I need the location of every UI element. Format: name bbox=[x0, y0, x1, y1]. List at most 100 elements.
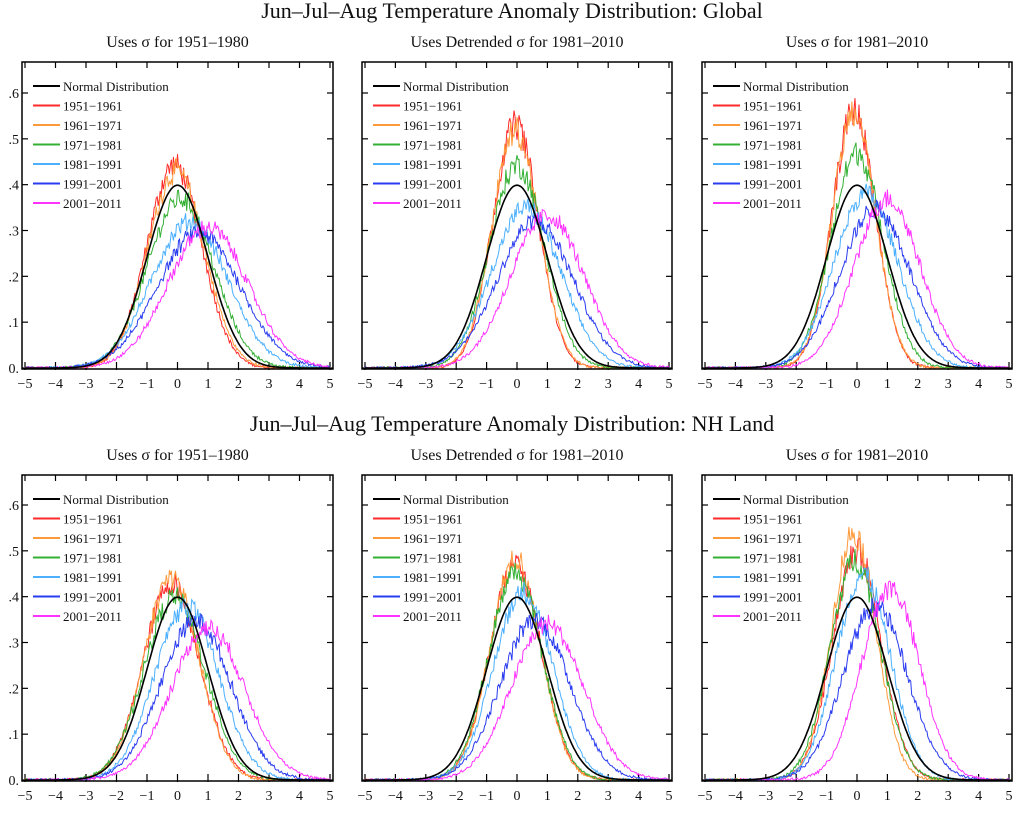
x-tick-label: 0 bbox=[174, 377, 181, 392]
series-line-2 bbox=[364, 550, 670, 781]
panel-subtitle: Uses Detrended σ for 1981–2010 bbox=[410, 34, 623, 51]
legend-label: 1971−1981 bbox=[63, 138, 122, 153]
x-tick-label: 1 bbox=[884, 789, 891, 804]
series-line-0 bbox=[705, 596, 1009, 781]
series-line-0 bbox=[25, 184, 330, 369]
panel-subtitle: Uses σ for 1981–2010 bbox=[786, 34, 928, 51]
series-line-3 bbox=[24, 189, 331, 370]
legend-label: Normal Distribution bbox=[743, 492, 849, 507]
x-tick-label: 0 bbox=[854, 789, 861, 804]
legend-label: 1951−1961 bbox=[403, 99, 462, 114]
x-tick-label: 5 bbox=[1006, 789, 1013, 804]
x-tick-label: −3 bbox=[758, 789, 773, 804]
legend-label: 1981−1991 bbox=[63, 157, 122, 172]
y-tick-label: .5 bbox=[9, 133, 20, 148]
x-tick-label: −5 bbox=[358, 377, 373, 392]
x-tick-label: −3 bbox=[79, 377, 94, 392]
legend-label: 2001−2011 bbox=[403, 196, 462, 211]
series-line-2 bbox=[364, 117, 669, 370]
legend-label: 1951−1961 bbox=[403, 512, 462, 527]
plot-frame bbox=[701, 61, 1013, 370]
x-tick-label: −1 bbox=[819, 789, 834, 804]
x-tick-label: −4 bbox=[48, 377, 63, 392]
legend-label: 1961−1971 bbox=[403, 118, 462, 133]
legend-label: 1991−2001 bbox=[743, 590, 802, 605]
series-line-0 bbox=[25, 596, 330, 781]
y-tick-label: .4 bbox=[9, 591, 20, 606]
x-tick-label: −4 bbox=[728, 377, 743, 392]
x-tick-label: 2 bbox=[914, 377, 921, 392]
x-tick-label: −2 bbox=[449, 789, 464, 804]
x-tick-label: −2 bbox=[449, 377, 464, 392]
x-tick-label: 1 bbox=[544, 377, 551, 392]
legend-label: 1951−1961 bbox=[743, 99, 802, 114]
series-line-4 bbox=[364, 198, 670, 370]
series-line-4 bbox=[25, 597, 331, 781]
x-tick-label: 3 bbox=[945, 377, 952, 392]
x-tick-label: 1 bbox=[884, 377, 891, 392]
plot-frame bbox=[701, 474, 1013, 782]
legend-label: 1961−1971 bbox=[743, 531, 802, 546]
legend-label: 1961−1971 bbox=[63, 118, 122, 133]
panel-1: Uses σ for 1951–1980 −5 −4 −3 −2 −1 0 1 2 3 4 5 0. .1… bbox=[9, 34, 334, 392]
panel-2: Uses Detrended σ for 1981–2010 −5 −4 −3 −2 −1… bbox=[358, 34, 673, 392]
x-tick-label: 1 bbox=[544, 789, 551, 804]
y-tick-label: 0. bbox=[9, 362, 20, 377]
x-tick-label: 4 bbox=[296, 377, 303, 392]
series-line-0 bbox=[365, 596, 669, 781]
x-tick-label: −5 bbox=[358, 789, 373, 804]
x-tick-label: −1 bbox=[819, 377, 834, 392]
x-tick-label: 5 bbox=[666, 377, 673, 392]
legend-label: 1971−1981 bbox=[63, 551, 122, 566]
y-tick-label: .4 bbox=[9, 179, 20, 194]
x-tick-label: −1 bbox=[479, 789, 494, 804]
legend-label: 1981−1991 bbox=[743, 157, 802, 172]
plot-frame bbox=[361, 474, 673, 782]
x-tick-label: 5 bbox=[327, 789, 334, 804]
panel-subtitle: Uses σ for 1951–1980 bbox=[106, 34, 248, 51]
legend-label: 1991−2001 bbox=[403, 590, 462, 605]
x-tick-label: −5 bbox=[18, 377, 33, 392]
legend-label: 1961−1971 bbox=[403, 531, 462, 546]
legend-label: Normal Distribution bbox=[403, 79, 509, 94]
x-tick-label: 3 bbox=[266, 789, 273, 804]
x-tick-label: 0 bbox=[854, 377, 861, 392]
series-line-5 bbox=[704, 597, 1009, 781]
x-tick-label: 2 bbox=[574, 377, 581, 392]
series-line-5 bbox=[704, 198, 1009, 369]
x-tick-label: 4 bbox=[975, 377, 982, 392]
legend-label: 2001−2011 bbox=[403, 609, 462, 624]
y-tick-label: .2 bbox=[9, 682, 20, 697]
x-tick-label: −3 bbox=[418, 789, 433, 804]
panel-6: Uses σ for 1981–2010 −5 −4 −3 −2 −1 0 1 2 3 4 5 Norm… bbox=[698, 447, 1013, 804]
panel-subtitle: Uses σ for 1981–2010 bbox=[786, 447, 928, 464]
x-tick-label: −4 bbox=[728, 789, 743, 804]
y-tick-label: .6 bbox=[9, 499, 20, 514]
x-tick-label: −1 bbox=[140, 377, 155, 392]
plot-frame bbox=[21, 474, 334, 782]
legend-label: 2001−2011 bbox=[743, 196, 802, 211]
series-line-6 bbox=[705, 189, 1010, 369]
panel-3: Uses σ for 1981–2010 −5 −4 −3 −2 −1 0 1 2 3 4 5 Norm… bbox=[698, 34, 1013, 392]
legend-label: 1981−1991 bbox=[403, 570, 462, 585]
series-line-5 bbox=[364, 214, 670, 370]
x-tick-label: 0 bbox=[174, 789, 181, 804]
x-tick-label: 4 bbox=[635, 789, 642, 804]
x-tick-label: 2 bbox=[914, 789, 921, 804]
series-line-1 bbox=[24, 574, 331, 781]
x-tick-label: 5 bbox=[666, 789, 673, 804]
series-line-4 bbox=[24, 213, 331, 369]
x-tick-label: 4 bbox=[635, 377, 642, 392]
x-tick-label: −4 bbox=[48, 789, 63, 804]
x-tick-label: 4 bbox=[975, 789, 982, 804]
panel-5: Uses Detrended σ for 1981–2010 −5 −4 −3 −2 −1… bbox=[358, 447, 673, 804]
legend-label: 1981−1991 bbox=[63, 570, 122, 585]
series-line-6 bbox=[24, 220, 330, 369]
panel-subtitle: Uses σ for 1951–1980 bbox=[106, 447, 248, 464]
panel-subtitle: Uses Detrended σ for 1981–2010 bbox=[410, 447, 623, 464]
legend-label: Normal Distribution bbox=[743, 79, 849, 94]
x-tick-label: 2 bbox=[235, 377, 242, 392]
series-line-6 bbox=[365, 208, 670, 369]
legend-label: 1971−1981 bbox=[743, 551, 802, 566]
plot-frame bbox=[361, 61, 673, 370]
